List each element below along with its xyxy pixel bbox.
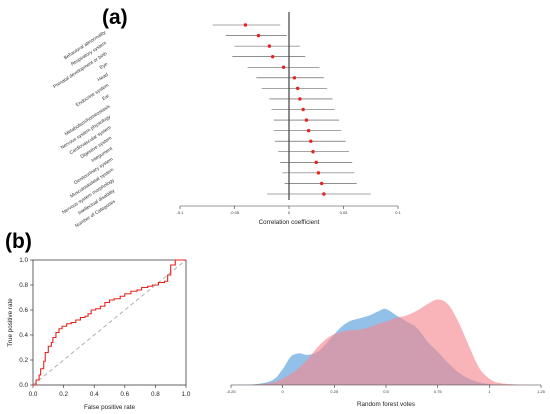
forest-point (256, 33, 261, 38)
forest-point (292, 76, 297, 80)
forest-point (243, 23, 248, 27)
forest-row (267, 192, 371, 196)
forest-category-label: Head (97, 72, 110, 83)
forest-point (298, 97, 302, 101)
forest-point (296, 86, 300, 91)
roc-x-tick-label: 0.8 (151, 391, 160, 398)
forest-x-tick-label: 0.05 (340, 210, 349, 215)
roc-y-tick-label: 0.8 (19, 282, 28, 289)
density-x-tick-label: 0.75 (434, 389, 443, 394)
forest-rows (212, 23, 371, 196)
forest-point (316, 171, 321, 175)
roc-frame (32, 259, 187, 386)
roc-x-tick-label: 0.0 (29, 391, 38, 398)
forest-point (322, 192, 326, 196)
forest-row (271, 107, 335, 112)
forest-row (278, 150, 349, 154)
forest-row (274, 139, 346, 143)
roc-ticks: 0.00.0 0.2 0.2 0.4 0.4 0.6 0.6 0.8 0.8 1.0 1.0 (19, 257, 191, 398)
roc-y-tick-label: 0.0 (19, 382, 28, 389)
forest-point (267, 44, 272, 48)
roc-y-axis-label: True positive rate (7, 298, 14, 347)
forest-row (282, 171, 355, 175)
forest-row (280, 160, 353, 165)
forest-row (234, 44, 300, 48)
forest-row (273, 118, 340, 122)
density-x-axis-label: Random forest votes (357, 401, 415, 408)
forest-row (284, 181, 357, 186)
density-x-tick-label: 0.5 (383, 389, 389, 394)
density-x-tick-label: 0 (282, 389, 285, 394)
forest-point (320, 181, 324, 186)
forest-point (270, 54, 275, 59)
density-series-1 (231, 299, 541, 385)
panel-label-a: (a) (102, 6, 128, 29)
roc-x-tick-label: 0.2 (59, 391, 68, 398)
roc-chance-diagonal (32, 259, 187, 386)
roc-y-tick-label: 0.6 (19, 307, 28, 314)
forest-x-tick-label: 0 (288, 210, 291, 215)
forest-x-axis-label: Correlation coefficient (259, 219, 320, 226)
forest-point (314, 160, 318, 165)
forest-row (232, 54, 306, 59)
forest-row (256, 76, 324, 80)
forest-row (212, 23, 281, 27)
roc-y-tick-label: 0.4 (19, 332, 28, 339)
roc-plot: 0.00.0 0.2 0.2 0.4 0.4 0.6 0.6 0.8 0.8 1.0 1.0 Fal… (7, 257, 191, 411)
forest-x-tick-label: -0.1 (177, 210, 185, 215)
density-x-tick-label: 1.25 (537, 389, 546, 394)
roc-x-tick-label: 0.4 (90, 391, 99, 398)
forest-row (225, 33, 287, 38)
roc-x-tick-label: 1.0 (182, 391, 191, 398)
forest-x-ticks: -0.1 -0.05 0 0.05 0.1 (177, 206, 402, 215)
roc-y-tick-label: 1.0 (19, 257, 28, 264)
forest-category-label: Ear (101, 93, 111, 102)
roc-y-tick-label: 0.2 (19, 357, 28, 364)
forest-x-tick-label: -0.05 (230, 210, 240, 215)
density-x-ticks: -0.25 0 0.25 0.5 0.75 1 1.25 (226, 385, 546, 394)
forest-point (304, 118, 309, 122)
panel-label-b: (b) (5, 230, 32, 253)
forest-point (301, 107, 305, 112)
roc-x-axis-label: False positive rate (84, 404, 136, 411)
forest-row (273, 128, 342, 133)
forest-row (261, 86, 328, 91)
density-x-tick-label: -0.25 (226, 389, 236, 394)
forest-point (311, 150, 315, 154)
forest-category-label: Eye (99, 61, 109, 71)
forest-plot: -0.1 -0.05 0 0.05 0.1 Behavioral abnormality… (52, 12, 402, 229)
density-x-tick-label: 0.25 (330, 389, 339, 394)
density-x-tick-label: 1 (488, 389, 491, 394)
density-plot: -0.25 0 0.25 0.5 0.75 1 1.25 Random forest vot… (226, 299, 546, 408)
forest-point (281, 65, 286, 69)
roc-curve (33, 259, 186, 386)
forest-row (269, 97, 333, 101)
forest-point (309, 139, 313, 143)
forest-x-tick-label: 0.1 (395, 210, 401, 215)
forest-row (247, 65, 320, 69)
forest-point (306, 128, 311, 133)
roc-x-tick-label: 0.6 (120, 391, 129, 398)
